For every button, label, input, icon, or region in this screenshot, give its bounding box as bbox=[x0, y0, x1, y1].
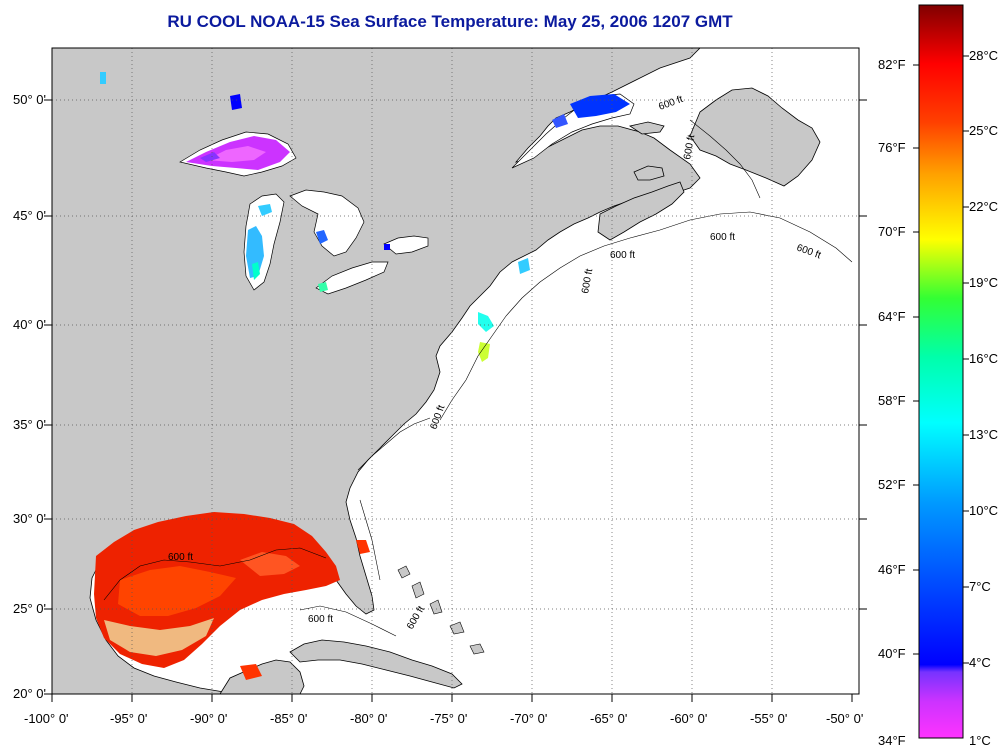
nova-scotia-land bbox=[597, 181, 685, 241]
contour-lines bbox=[103, 119, 853, 637]
colorbar bbox=[918, 4, 964, 739]
colorbar-f-label: 40°F bbox=[878, 646, 906, 661]
cuba-land bbox=[289, 639, 463, 689]
colorbar-f-label: 52°F bbox=[878, 477, 906, 492]
pei-land bbox=[633, 165, 665, 181]
colorbar-c-label: 25°C bbox=[969, 123, 999, 138]
axis-ticks bbox=[44, 99, 867, 702]
colorbar-c-label: 7°C bbox=[969, 579, 991, 594]
sst-lake-michigan bbox=[246, 204, 272, 280]
colorbar-f-label: 82°F bbox=[878, 57, 906, 72]
lon-label: -60° 0' bbox=[670, 711, 708, 726]
lon-label: -65° 0' bbox=[590, 711, 628, 726]
sst-lake-superior bbox=[186, 136, 290, 170]
colorbar-c-label: 13°C bbox=[969, 427, 999, 442]
lat-label: 45° 0' bbox=[13, 208, 46, 223]
lat-label: 35° 0' bbox=[13, 417, 46, 432]
colorbar-f-label: 76°F bbox=[878, 140, 906, 155]
colorbar-c-label: 28°C bbox=[969, 48, 999, 63]
lon-label: -70° 0' bbox=[510, 711, 548, 726]
contour-label: 600 ft bbox=[710, 232, 735, 243]
colorbar-c-label: 22°C bbox=[969, 199, 999, 214]
colorbar-f-label: 46°F bbox=[878, 562, 906, 577]
colorbar-c-label: 1°C bbox=[969, 733, 991, 748]
lon-label: -55° 0' bbox=[750, 711, 788, 726]
lat-label: 25° 0' bbox=[13, 601, 46, 616]
contour-label: 600 ft bbox=[308, 614, 333, 625]
colorbar-f-label: 34°F bbox=[878, 733, 906, 748]
lon-label: -75° 0' bbox=[430, 711, 468, 726]
lat-label: 40° 0' bbox=[13, 317, 46, 332]
sst-mid-atlantic bbox=[478, 258, 530, 362]
lon-label: -95° 0' bbox=[110, 711, 148, 726]
lon-label: -90° 0' bbox=[190, 711, 228, 726]
contour-label: 600 ft bbox=[168, 552, 193, 563]
contour-label: 600 ft bbox=[580, 268, 595, 295]
sst-lake-patches bbox=[100, 72, 390, 292]
lake-erie bbox=[315, 261, 389, 295]
lon-label: -80° 0' bbox=[350, 711, 388, 726]
lon-label: -85° 0' bbox=[270, 711, 308, 726]
contour-label: 600 ft bbox=[682, 134, 697, 161]
anticosti-land bbox=[628, 121, 665, 135]
colorbar-f-label: 58°F bbox=[878, 393, 906, 408]
map-title: RU COOL NOAA-15 Sea Surface Temperature:… bbox=[167, 12, 733, 31]
bahamas-land bbox=[397, 565, 485, 655]
yucatan-land bbox=[219, 659, 305, 694]
colorbar-c-label: 10°C bbox=[969, 503, 999, 518]
newfoundland-land bbox=[689, 87, 821, 187]
colorbar-ticks bbox=[913, 55, 969, 664]
lon-label: -50° 0' bbox=[826, 711, 864, 726]
colorbar-c-label: 16°C bbox=[969, 351, 999, 366]
lat-label: 30° 0' bbox=[13, 511, 46, 526]
lat-label: 50° 0' bbox=[13, 92, 46, 107]
lake-huron bbox=[289, 189, 365, 257]
lat-label: 20° 0' bbox=[13, 686, 46, 701]
lon-label: -100° 0' bbox=[24, 711, 69, 726]
contour-label: 600 ft bbox=[610, 250, 635, 261]
colorbar-f-label: 70°F bbox=[878, 224, 906, 239]
lake-ontario bbox=[383, 235, 429, 255]
map-frame bbox=[51, 47, 860, 695]
colorbar-c-label: 4°C bbox=[969, 655, 991, 670]
lat-lon-grid bbox=[52, 48, 859, 694]
colorbar-c-label: 19°C bbox=[969, 275, 999, 290]
colorbar-f-label: 64°F bbox=[878, 309, 906, 324]
